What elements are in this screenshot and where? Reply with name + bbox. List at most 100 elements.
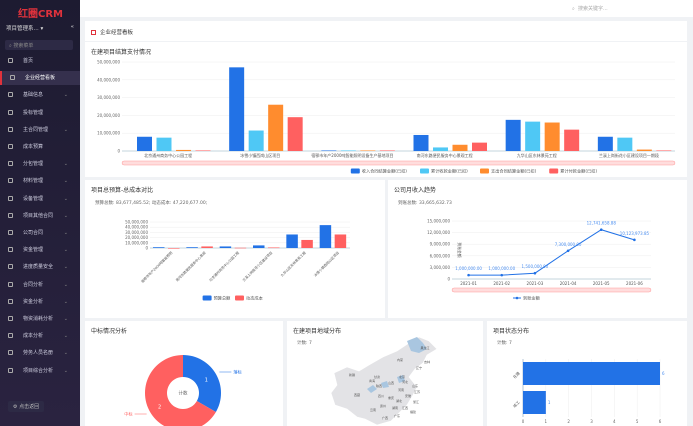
- region-label: 安徽: [405, 393, 411, 398]
- bar: [168, 248, 180, 249]
- collapse-icon[interactable]: «: [70, 24, 74, 30]
- chevron-down-icon: ⌄: [63, 264, 68, 271]
- legend-swatch: [549, 168, 559, 174]
- sidebar-item[interactable]: 成本预算: [0, 140, 80, 154]
- chevron-down-icon: ⌄: [63, 212, 68, 219]
- bar: [360, 150, 376, 151]
- data-label: 10,123,973.85: [620, 231, 650, 236]
- slice-label: 中标: [124, 411, 132, 418]
- sidebar-item-label: 基础信息: [23, 92, 44, 99]
- x-tick-label: 2021-04: [560, 281, 577, 286]
- menu-icon: [8, 126, 13, 132]
- sidebar-item[interactable]: 物资消耗分析 ⌄: [0, 312, 80, 326]
- y-tick-label: 20,000,000: [97, 113, 120, 118]
- y-axis-label: 到账金额: [457, 242, 462, 257]
- sidebar-item[interactable]: 项目综合分析 ⌄: [0, 364, 80, 378]
- y-tick-label: 20,000,000: [125, 235, 148, 240]
- panel-title: 项目总预算-总成本对比: [91, 187, 154, 194]
- region-label: 湖北: [396, 398, 402, 403]
- legend-label: 累计付款金额(已扣): [560, 168, 597, 175]
- region-label: 广东: [394, 413, 400, 418]
- sidebar-item[interactable]: 劳务人员名册 ⌄: [0, 346, 80, 360]
- pie-slice: [183, 355, 221, 412]
- bar: [301, 239, 313, 248]
- legend-label: 动态成本: [246, 295, 264, 302]
- legend-swatch: [420, 168, 429, 174]
- legend-swatch: [480, 168, 489, 174]
- center-label: 计数: [179, 390, 188, 397]
- bid-panel: 中标情况分析 1 落标 2 中标 计数: [85, 321, 283, 426]
- bar: [452, 144, 468, 151]
- sidebar-item[interactable]: 投标管理: [0, 106, 80, 120]
- sidebar-item[interactable]: 合同分析 ⌄: [0, 278, 80, 292]
- data-label: 1,000,000.00: [455, 266, 482, 271]
- menu-icon: [8, 367, 13, 373]
- sidebar-item[interactable]: 资金分析 ⌄: [0, 295, 80, 309]
- bar: [253, 245, 265, 248]
- bar: [379, 150, 395, 151]
- menu-search-input[interactable]: ⌕ 搜索菜单: [5, 40, 73, 50]
- sidebar-item[interactable]: 公司合同 ⌄: [0, 226, 80, 240]
- bar: [219, 246, 232, 248]
- menu-icon: [8, 92, 13, 98]
- menu-icon: [8, 195, 13, 201]
- project-selector[interactable]: 项目管理系... ▾ «: [6, 24, 74, 32]
- y-tick-label: 50,000,000: [97, 60, 120, 65]
- back-label: 点击返回: [19, 404, 40, 410]
- x-tick-label: 2: [567, 419, 570, 424]
- payments-panel: 在建项目结算支付情况 0 10,000,000 20,000,000 30,000,0…: [85, 42, 687, 177]
- bar: [321, 150, 337, 151]
- sidebar-item[interactable]: 企业经营看板: [0, 71, 80, 86]
- menu-search-placeholder: 搜索菜单: [13, 43, 34, 49]
- bar: [234, 247, 247, 249]
- status-chart: 0 1 2 3 4 5 6 6 在建 1 竣工: [512, 359, 665, 424]
- sidebar-item[interactable]: 首页: [0, 54, 80, 68]
- x-tick-label: 4: [613, 419, 616, 424]
- bar: [564, 129, 580, 151]
- china-map: [330, 336, 438, 426]
- sidebar-item[interactable]: 主合同管理 ⌄: [0, 123, 80, 137]
- sidebar-item-label: 材料管理: [23, 178, 44, 185]
- sidebar-item[interactable]: 成本分析 ⌄: [0, 329, 80, 343]
- sidebar-item[interactable]: 设备管理 ⌄: [0, 192, 80, 206]
- x-tick-label: 兰溪上岗街花小区建设项目: [241, 250, 273, 282]
- sidebar-item[interactable]: 分包管理 ⌄: [0, 157, 80, 171]
- legend-label: 到账金额: [523, 295, 541, 302]
- bar: [525, 121, 541, 151]
- sidebar-item[interactable]: 进度质量安全 ⌄: [0, 260, 80, 274]
- global-search-input[interactable]: ⌕ 搜索关键字...: [572, 5, 608, 12]
- y-tick-label: 0: [447, 277, 450, 282]
- chevron-down-icon: ⌄: [63, 298, 68, 305]
- legend-label: 累计收款金额(已扣): [431, 168, 468, 175]
- sidebar-item[interactable]: 项目其他合同 ⌄: [0, 209, 80, 223]
- bar: [268, 247, 280, 249]
- bar: [636, 149, 652, 151]
- chevron-down-icon: ⌄: [63, 126, 68, 133]
- back-button[interactable]: ⚙ 点击返回: [8, 401, 45, 412]
- panel-subtitle: 计数: 7: [297, 341, 312, 346]
- y-tick-label: 10,000,000: [97, 131, 120, 136]
- chevron-down-icon: ⌄: [63, 316, 68, 322]
- x-tick-label: 2021-06: [626, 281, 643, 286]
- region-label: 北京: [399, 374, 405, 379]
- region-label: 黑龙江: [420, 345, 429, 350]
- x-tick-label: 冰雪小镇西岗山区项目: [240, 152, 280, 158]
- region-label: 内蒙: [397, 357, 403, 362]
- region-label: 四川: [378, 394, 384, 398]
- y-tick-label: 10,000,000: [125, 240, 148, 245]
- bar: [340, 150, 356, 151]
- tab-dashboard[interactable]: 企业经营看板: [91, 28, 133, 36]
- region-label: 贵州: [380, 403, 386, 408]
- series-line: [468, 229, 635, 276]
- panel-subtitle: 预算总数: 83,677,485.52; 动态成本: 47,220,677.00…: [95, 201, 208, 206]
- sidebar-item[interactable]: 材料管理 ⌄: [0, 174, 80, 188]
- x-tick-label: 九华山区东林景苑工程: [279, 250, 307, 278]
- sidebar-item[interactable]: 资金管理 ⌄: [0, 243, 80, 257]
- bar: [617, 137, 633, 151]
- data-label: 6: [662, 371, 665, 376]
- budget-panel: 项目总预算-总成本对比 预算总数: 83,677,485.52; 动态成本: 4…: [85, 180, 385, 318]
- x-tick-label: 宿鄂市年产2000吨智能照明: [140, 250, 174, 284]
- sidebar-item[interactable]: 基础信息 ⌄: [0, 88, 80, 102]
- data-point: [633, 238, 636, 242]
- tab-label: 企业经营看板: [100, 30, 134, 36]
